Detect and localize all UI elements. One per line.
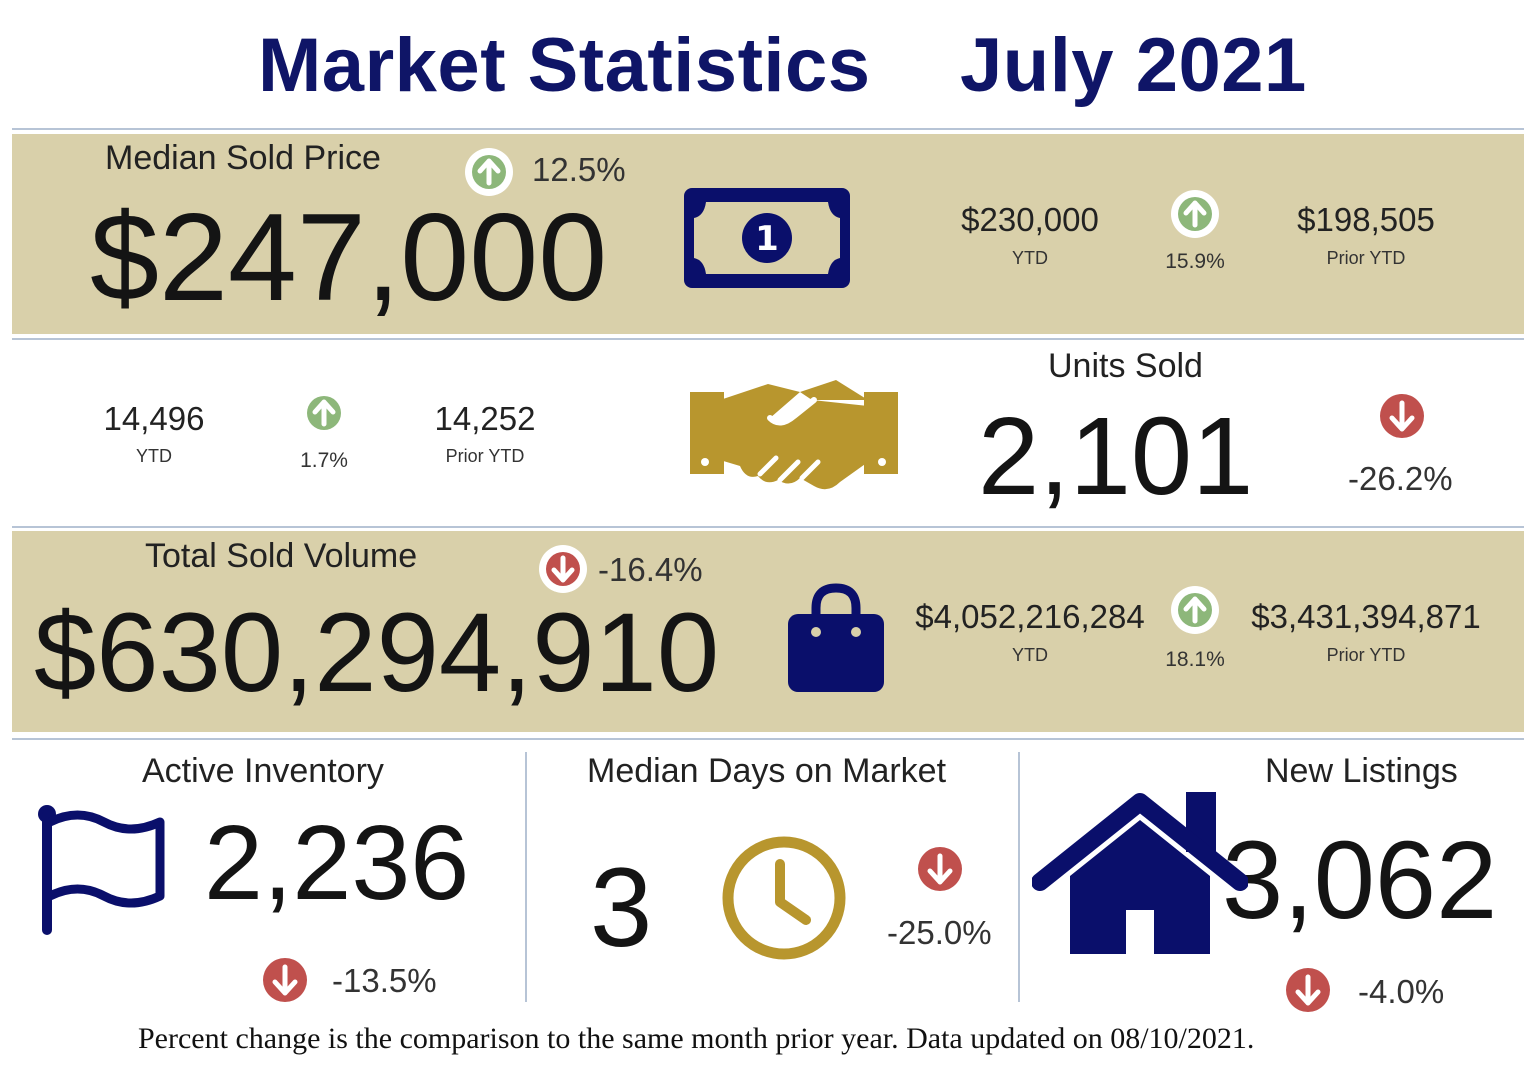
handshake-icon — [690, 370, 898, 494]
median-days-on-market-value: 3 — [590, 845, 653, 970]
svg-text:1: 1 — [755, 219, 779, 259]
median-sold-price-ytd-value: $230,000 — [961, 201, 1099, 238]
median-sold-price-prior-ytd-value: $198,505 — [1297, 201, 1435, 238]
clock-icon — [720, 834, 848, 962]
shopping-bag-icon — [786, 582, 886, 694]
median-sold-price-prior-ytd-caption: Prior YTD — [1326, 248, 1406, 268]
units-sold-ytd-caption: YTD — [136, 446, 172, 466]
median-sold-price-label: Median Sold Price — [105, 139, 381, 177]
units-sold-ytd-value: 14,496 — [103, 400, 205, 437]
column-divider — [525, 752, 527, 1002]
divider — [12, 526, 1524, 528]
column-divider — [1018, 752, 1020, 1002]
units-sold-change: -26.2% — [1348, 460, 1453, 497]
median-sold-price-ytd-change: 15.9% — [1165, 250, 1225, 273]
new-listings-change: -4.0% — [1358, 973, 1445, 1010]
divider — [12, 738, 1524, 740]
active-inventory-value: 2,236 — [204, 804, 470, 922]
total-sold-volume-ytd-caption: YTD — [1012, 645, 1048, 665]
total-sold-volume-prior-ytd-caption: Prior YTD — [1326, 645, 1406, 665]
arrow-up-icon — [1169, 584, 1221, 636]
new-listings-value: 3,062 — [1222, 819, 1498, 942]
active-inventory-change: -13.5% — [332, 962, 437, 999]
total-sold-volume-value: $630,294,910 — [34, 590, 720, 715]
units-sold-prior-ytd-value: 14,252 — [434, 400, 536, 437]
arrow-up-icon — [1169, 188, 1221, 240]
total-sold-volume-panel — [12, 531, 1524, 732]
total-sold-volume-label: Total Sold Volume — [145, 537, 418, 575]
new-listings-label: New Listings — [1265, 752, 1458, 790]
report-period: July 2021 — [960, 23, 1307, 108]
total-sold-volume-ytd-value: $4,052,216,284 — [915, 598, 1145, 635]
arrow-down-icon — [1282, 964, 1334, 1016]
divider — [12, 128, 1524, 130]
median-sold-price-value: $247,000 — [90, 189, 608, 327]
footer-note: Percent change is the comparison to the … — [138, 1022, 1255, 1055]
median-days-on-market-change: -25.0% — [887, 914, 992, 951]
arrow-up-icon — [463, 146, 515, 198]
divider — [12, 338, 1524, 340]
page-title: Market Statistics — [258, 23, 871, 108]
median-days-on-market-label: Median Days on Market — [587, 752, 947, 790]
house-icon — [1032, 790, 1248, 956]
total-sold-volume-change: -16.4% — [598, 551, 703, 588]
units-sold-value: 2,101 — [978, 395, 1254, 518]
total-sold-volume-ytd-change: 18.1% — [1165, 648, 1225, 671]
arrow-down-icon — [1376, 390, 1428, 442]
money-bill-icon: 1 — [684, 188, 850, 288]
arrow-down-icon — [259, 954, 311, 1006]
units-sold-label: Units Sold — [1048, 347, 1203, 385]
units-sold-ytd-change: 1.7% — [300, 449, 348, 472]
arrow-up-icon — [298, 387, 350, 439]
units-sold-prior-ytd-caption: Prior YTD — [445, 446, 525, 466]
flag-icon — [34, 802, 170, 936]
median-sold-price-change: 12.5% — [532, 151, 626, 188]
total-sold-volume-prior-ytd-value: $3,431,394,871 — [1251, 598, 1481, 635]
active-inventory-label: Active Inventory — [142, 752, 384, 790]
arrow-down-icon — [914, 843, 966, 895]
median-sold-price-ytd-caption: YTD — [1012, 248, 1048, 268]
arrow-down-icon — [537, 543, 589, 595]
